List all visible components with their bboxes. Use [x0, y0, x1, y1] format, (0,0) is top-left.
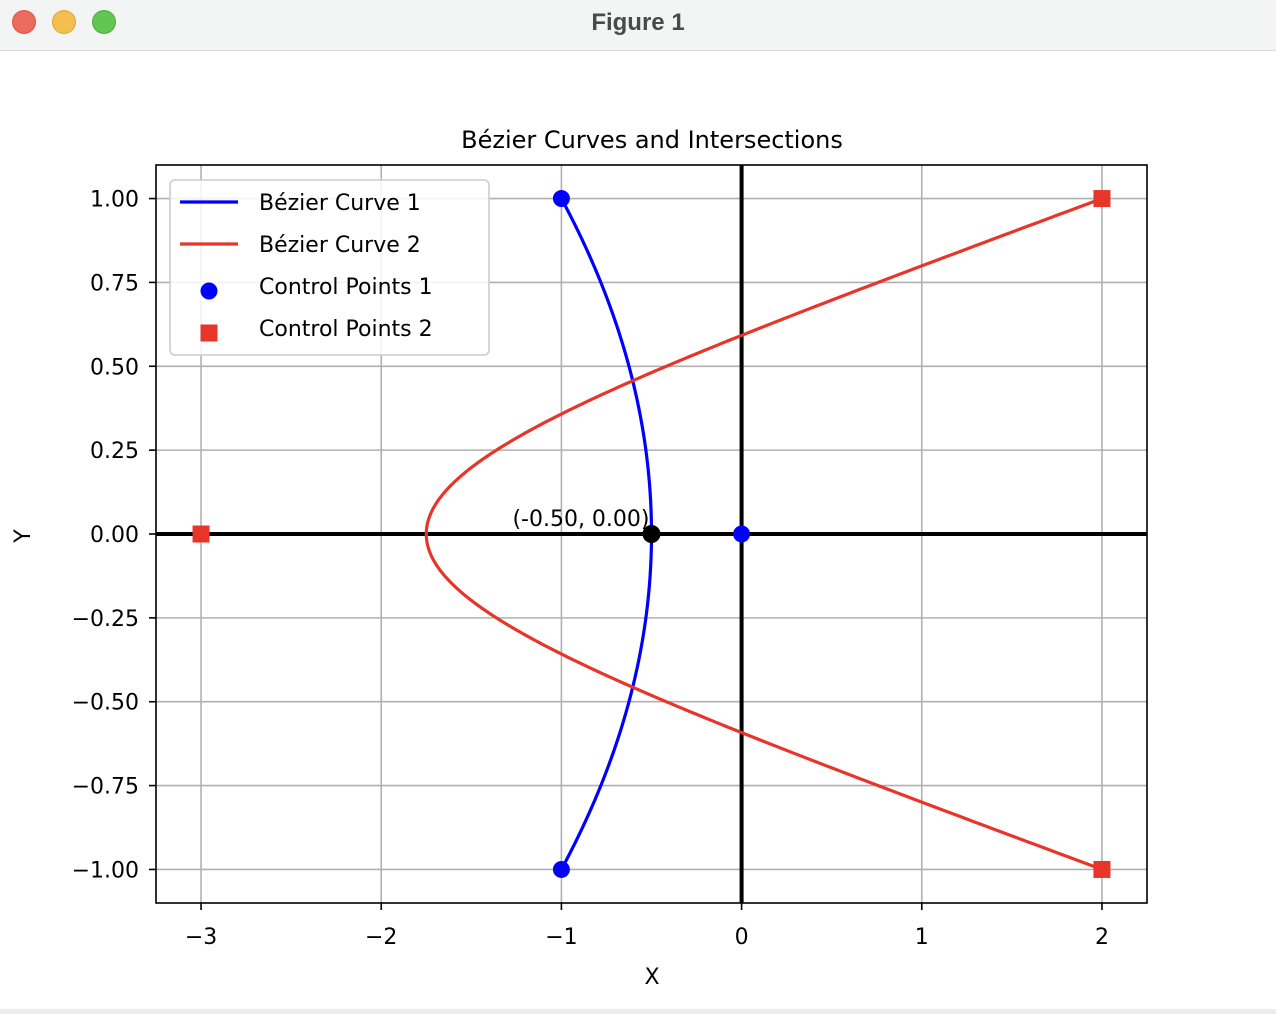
- close-window-button[interactable]: [12, 10, 36, 34]
- y-tick-label: 0.25: [90, 439, 139, 464]
- control-point-1: [552, 190, 570, 208]
- legend-swatch-square: [200, 324, 218, 342]
- maximize-window-button[interactable]: [92, 10, 116, 34]
- control-point-markers: [192, 190, 1111, 878]
- legend-label: Bézier Curve 1: [259, 191, 421, 216]
- y-axis-label: Y: [11, 529, 36, 544]
- control-point-2: [1093, 190, 1111, 208]
- window-titlebar: Figure 1: [0, 0, 1276, 51]
- control-point-1: [552, 860, 570, 878]
- figure-canvas: Bézier Curves and Intersections X Y (-0.…: [0, 51, 1276, 1009]
- intersection-point: [642, 525, 661, 543]
- intersection-label: (-0.50, 0.00): [512, 507, 649, 532]
- minimize-window-button[interactable]: [52, 10, 76, 34]
- x-tick-label: −1: [545, 925, 577, 950]
- legend-box: [169, 179, 490, 356]
- window-bottom-edge: [0, 1009, 1276, 1014]
- y-tick-label: −0.25: [72, 607, 139, 632]
- chart: Bézier Curves and Intersections X Y (-0.…: [11, 126, 1148, 990]
- x-axis-label: X: [644, 965, 659, 990]
- window-title: Figure 1: [591, 9, 685, 36]
- legend-label: Control Points 1: [259, 275, 433, 300]
- control-point-2: [192, 525, 210, 543]
- y-tick-label: 0.75: [90, 271, 139, 296]
- axis-ticks: −3 −2 −1 0 1 2 1.00 0.75 0.50 0.25 0.00 −0.25 −0.50 −…: [72, 188, 1109, 950]
- y-tick-label: 0.00: [90, 523, 139, 548]
- control-point-2: [1093, 860, 1111, 878]
- y-tick-label: −0.50: [72, 691, 139, 716]
- y-tick-label: −0.75: [72, 775, 139, 800]
- chart-title: Bézier Curves and Intersections: [461, 126, 843, 154]
- x-tick-label: 0: [735, 925, 749, 950]
- intersection-points: (-0.50, 0.00): [512, 507, 661, 543]
- control-point-1: [733, 525, 751, 543]
- legend-swatch-circle: [200, 282, 218, 300]
- legend: Bézier Curve 1 Bézier Curve 2 Control Poin…: [169, 179, 490, 356]
- legend-label: Control Points 2: [259, 317, 433, 342]
- x-tick-label: 2: [1095, 925, 1109, 950]
- y-tick-label: −1.00: [72, 858, 139, 883]
- y-tick-label: 1.00: [90, 188, 139, 213]
- x-tick-label: −2: [365, 925, 397, 950]
- x-tick-label: 1: [915, 925, 929, 950]
- y-tick-label: 0.50: [90, 355, 139, 380]
- legend-label: Bézier Curve 2: [259, 233, 421, 258]
- bezier-curve-2: [424, 197, 1103, 871]
- x-tick-label: −3: [185, 925, 217, 950]
